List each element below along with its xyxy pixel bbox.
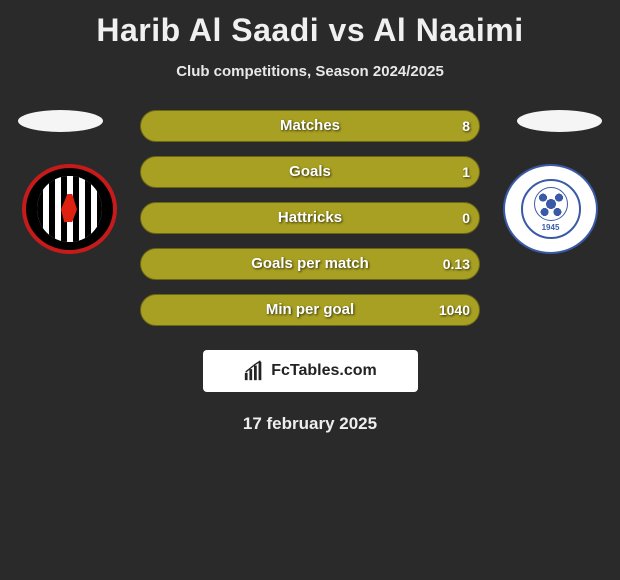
stat-row: Goals 1 xyxy=(140,156,480,188)
page-title: Harib Al Saadi vs Al Naaimi xyxy=(0,0,620,49)
stat-value-right: 8 xyxy=(462,110,470,142)
stat-row: Min per goal 1040 xyxy=(140,294,480,326)
source-attribution: FcTables.com xyxy=(203,350,418,392)
stat-row: Goals per match 0.13 xyxy=(140,248,480,280)
attribution-text: FcTables.com xyxy=(271,362,377,380)
stat-value-right: 1040 xyxy=(439,294,470,326)
comparison-area: 1945 Matches 8 Goals 1 Hattricks 0 Goals… xyxy=(0,110,620,434)
crest-year: 1945 xyxy=(542,223,560,232)
al-nasr-crest-icon: 1945 xyxy=(521,179,581,239)
stat-row: Matches 8 xyxy=(140,110,480,142)
bar-chart-icon xyxy=(243,360,265,382)
snapshot-date: 17 february 2025 xyxy=(0,414,620,434)
club-crest-left xyxy=(22,164,117,254)
page-subtitle: Club competitions, Season 2024/2025 xyxy=(0,63,620,80)
stat-label: Matches xyxy=(140,110,480,142)
stat-label: Min per goal xyxy=(140,294,480,326)
al-jazira-crest-icon xyxy=(37,176,102,242)
stat-bars: Matches 8 Goals 1 Hattricks 0 Goals per … xyxy=(140,110,480,326)
player-photo-placeholder-right xyxy=(517,110,602,132)
stat-label: Hattricks xyxy=(140,202,480,234)
player-photo-placeholder-left xyxy=(18,110,103,132)
stat-value-right: 0 xyxy=(462,202,470,234)
stat-label: Goals per match xyxy=(140,248,480,280)
club-crest-right: 1945 xyxy=(503,164,598,254)
stat-row: Hattricks 0 xyxy=(140,202,480,234)
stat-value-right: 0.13 xyxy=(443,248,470,280)
stat-label: Goals xyxy=(140,156,480,188)
stat-value-right: 1 xyxy=(462,156,470,188)
